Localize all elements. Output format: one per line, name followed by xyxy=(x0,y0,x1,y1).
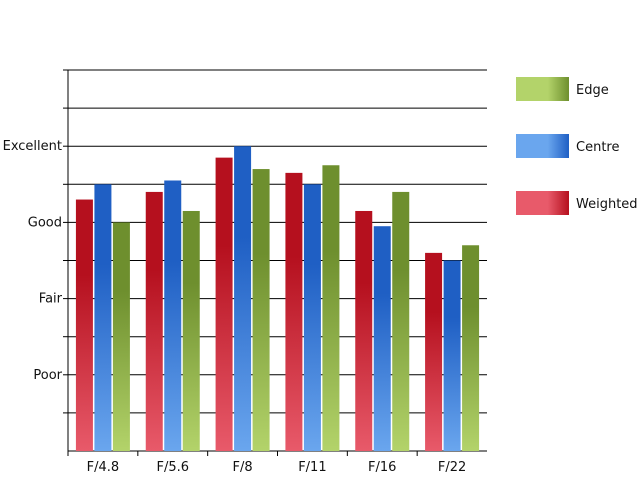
bar-centre-0 xyxy=(94,184,112,452)
bar-edge-3 xyxy=(322,165,340,451)
bar-weighted-3 xyxy=(285,172,303,451)
x-tick-label: F/11 xyxy=(298,460,326,475)
legend: Edge Centre Weighted xyxy=(516,77,638,215)
bar-edge-4 xyxy=(392,191,410,452)
bar-weighted-4 xyxy=(355,210,373,451)
x-tick-labels: F/4.8 F/5.6 F/8 F/11 F/16 F/22 xyxy=(87,460,467,475)
y-tick-label: Poor xyxy=(33,368,62,383)
bar-edge-2 xyxy=(252,169,270,451)
grid-lines xyxy=(68,69,487,414)
y-tick-labels: Poor Fair Good Excellent xyxy=(3,139,63,383)
x-tick-label: F/5.6 xyxy=(156,460,189,475)
bar-centre-5 xyxy=(443,260,461,451)
legend-label-weighted: Weighted xyxy=(576,197,638,212)
bar-edge-1 xyxy=(182,210,200,451)
legend-swatch-weighted xyxy=(516,191,569,215)
legend-label-edge: Edge xyxy=(576,83,609,98)
y-tick-label: Fair xyxy=(39,292,63,307)
bar-edge-5 xyxy=(462,245,480,451)
bar-edge-0 xyxy=(112,222,130,451)
x-tick-label: F/22 xyxy=(438,460,466,475)
bar-weighted-1 xyxy=(145,191,163,452)
x-tick-label: F/16 xyxy=(368,460,396,475)
bar-centre-3 xyxy=(303,184,321,452)
x-tick-label: F/8 xyxy=(233,460,253,475)
bar-weighted-5 xyxy=(425,252,443,451)
y-tick-label: Good xyxy=(28,215,62,230)
bars xyxy=(75,146,480,452)
x-tick-label: F/4.8 xyxy=(87,460,120,475)
axes xyxy=(63,69,487,456)
bar-centre-2 xyxy=(234,146,252,451)
legend-swatch-edge xyxy=(516,77,569,101)
legend-label-centre: Centre xyxy=(576,140,619,155)
bar-weighted-0 xyxy=(75,199,93,451)
bar-weighted-2 xyxy=(215,157,233,451)
y-tick-label: Excellent xyxy=(3,139,62,154)
bar-centre-1 xyxy=(164,180,182,452)
legend-swatch-centre xyxy=(516,134,569,158)
bar-centre-4 xyxy=(373,226,391,451)
